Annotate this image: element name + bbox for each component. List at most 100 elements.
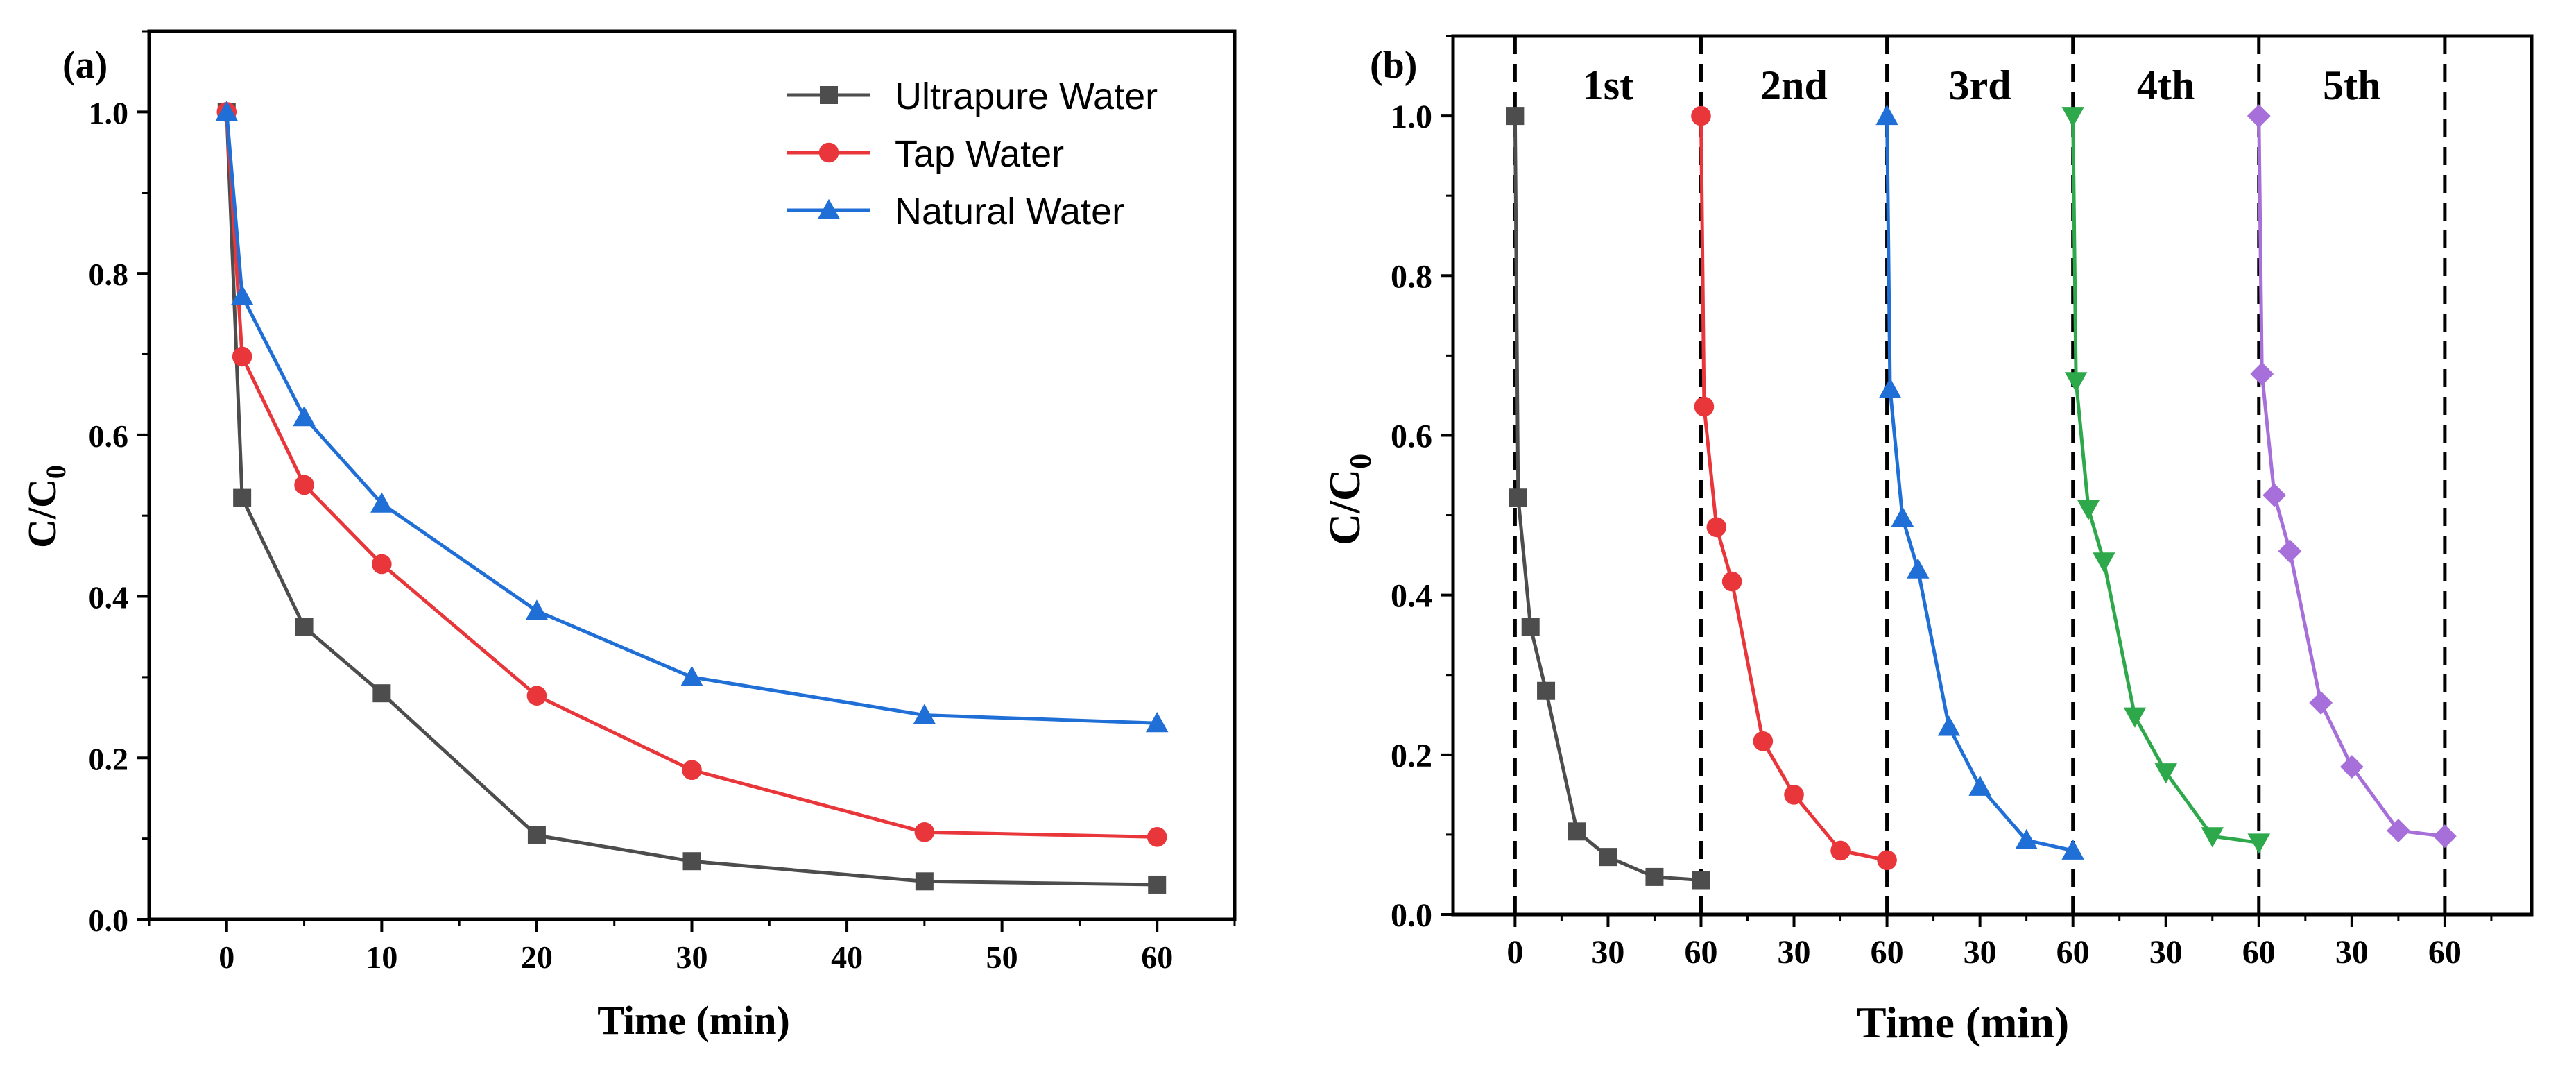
panel-b-series-line-4th [2071,116,2260,844]
panel-b-cycle-label: 5th [2323,62,2380,108]
panel-a-data-point-tap-water [526,686,547,706]
panel-a-data-point-natural-water [913,704,936,724]
panel-a-legend-marker-2 [817,198,841,219]
panel-b-y-tick-label: 1.0 [1391,99,1432,135]
panel-b-y-axis-title-subscript: 0 [1343,454,1377,469]
panel-b-x-tick-label: 30 [2149,934,2183,971]
panel-b-series-line-2nd [1699,116,1888,862]
panel-a-data-point-natural-water [680,665,703,686]
panel-a-data-point-tap-water [1147,827,1167,847]
panel-a-chart: (a) 0 10 20 30 40 50 60 0.0 0.2 0.4 0.6 0.8 1.0 Time… [19,29,1237,1043]
panel-b-data-point-5th [2247,104,2271,128]
panel-b-y-tick-label: 0.8 [1391,258,1432,295]
panel-b-data-point-5th [2386,819,2410,843]
panel-b-chart: (b) 0 30 60 30 60 30 60 30 60 30 60 0.0 0.2 0.4 0.6 0.8… [1320,34,2534,1047]
panel-b-data-point-5th [2432,824,2457,849]
panel-a-x-tick-label: 30 [676,939,708,975]
panel-b-x-tick-label: 60 [2242,934,2276,971]
panel-a-data-point-ultrapure-water [233,488,252,507]
panel-b-y-tick-label: 0.2 [1391,738,1432,774]
panel-a-legend: Ultrapure Water Tap Water Natural Water [787,76,1158,232]
panel-b-x-tick-label: 60 [2428,934,2462,971]
panel-b-x-tick-label: 60 [2056,934,2090,971]
panel-a-legend-label-1: Tap Water [895,133,1064,175]
panel-b-x-tick-label: 30 [1964,934,1997,971]
panel-b-series-line-5th [2257,116,2446,838]
panel-a-x-tick-label: 50 [986,939,1018,975]
panel-b-x-tick-label: 30 [1778,934,1811,971]
panel-b-y-tick-label: 0.6 [1391,418,1432,454]
panel-a-data-point-ultrapure-water [915,872,934,891]
panel-b-data-point-1st [1645,867,1664,886]
panel-b-data-point-2nd [1706,517,1727,538]
panel-b-data-point-1st [1599,848,1617,867]
panel-a-data-point-tap-water [232,346,252,367]
panel-b-y-axis-title: C/C0 [1320,454,1377,545]
panel-a-series-line-tap-water [225,112,1158,839]
panel-b-x-axis-title: Time (min) [1857,998,2069,1047]
panel-b-data-point-3rd [1968,775,1991,796]
panel-b-data-point-3rd [1891,506,1914,527]
panel-b-x-tick-label: 0 [1506,934,1523,971]
panel-b-plot-area: 0 30 60 30 60 30 60 30 60 30 60 0.0 0.2 0.4 0.6 0.8 1.0 1… [1391,34,2534,971]
panel-a-data-point-ultrapure-water [527,826,546,844]
panel-b-label: (b) [1370,44,1417,87]
panel-a-data-point-ultrapure-water [372,684,391,703]
panel-a-data-point-ultrapure-water [682,852,701,871]
panel-a-y-axis-title-subscript: 0 [40,465,71,479]
panel-a-y-axis-title-main: C/C [19,479,65,548]
panel-b-data-point-2nd [1691,105,1711,126]
panel-b-data-point-4th [2123,707,2147,728]
panel-b-data-point-3rd [1875,104,1898,126]
panel-b-cycle-label: 1st [1583,62,1633,108]
panel-b-data-point-5th [2250,361,2274,386]
panel-b-data-point-5th [2262,483,2287,507]
panel-b-axes-frame [1451,34,2534,917]
panel-a-y-tick-label: 0.2 [89,741,129,776]
panel-b-x-tick-label: 30 [2335,934,2369,971]
panel-a-data-point-tap-water [372,554,392,575]
panel-a-y-tick-label: 0.6 [89,418,129,454]
panel-b-data-point-5th [2309,691,2333,715]
panel-a-series-line-ultrapure-water [225,112,1158,887]
panel-a-legend-label-0: Ultrapure Water [895,76,1158,117]
panel-b-y-axis-title-main: C/C [1320,469,1369,545]
panel-a-x-tick-label: 10 [366,939,397,975]
panel-b-data-point-3rd [1907,558,1930,579]
panel-b-data-point-3rd [1937,715,1961,736]
panel-a-x-tick-label: 40 [831,939,863,975]
panel-a-series-line-natural-water [225,112,1158,725]
panel-b-y-tick-label: 0.0 [1391,897,1432,934]
panel-a-legend-marker-0 [820,86,838,104]
panel-a-data-point-ultrapure-water [295,618,314,636]
panel-b-data-point-5th [2339,755,2364,779]
panel-b-data-point-1st [1692,871,1710,890]
panel-b-data-point-2nd [1877,850,1897,871]
panel-a-x-tick-label: 60 [1141,939,1173,975]
panel-b-x-tick-label: 60 [1684,934,1717,971]
panel-a-plot-area: 0 10 20 30 40 50 60 0.0 0.2 0.4 0.6 0.8 1.0 [89,29,1237,975]
panel-a-data-point-tap-water [294,475,314,495]
panel-b-data-point-4th [2201,827,2224,848]
panel-b-y-tick-label: 0.4 [1391,578,1432,615]
panel-b-data-point-2nd [1753,731,1774,751]
panel-b-data-point-3rd [2061,839,2084,860]
panel-a-x-tick-label: 20 [521,939,553,975]
panel-b-cycle-label: 3rd [1949,62,2011,108]
panel-a-data-point-natural-water [370,492,393,513]
panel-a-y-tick-label: 1.0 [89,95,129,130]
panel-a-y-tick-label: 0.8 [89,257,129,292]
panel-b-data-point-4th [2093,552,2115,573]
panel-b-data-point-1st [1521,618,1540,636]
panel-b-data-point-2nd [1784,785,1804,805]
panel-a-y-axis-title: C/C0 [19,465,71,548]
panel-b-data-point-5th [2278,539,2302,563]
panel-b-data-point-4th [2247,833,2271,854]
panel-a-x-axis-title: Time (min) [597,998,790,1043]
panel-b-data-point-1st [1506,107,1525,126]
panel-a-data-point-natural-water [1145,711,1169,733]
panel-a-data-point-natural-water [230,284,254,305]
panel-b-data-point-4th [2064,372,2088,393]
